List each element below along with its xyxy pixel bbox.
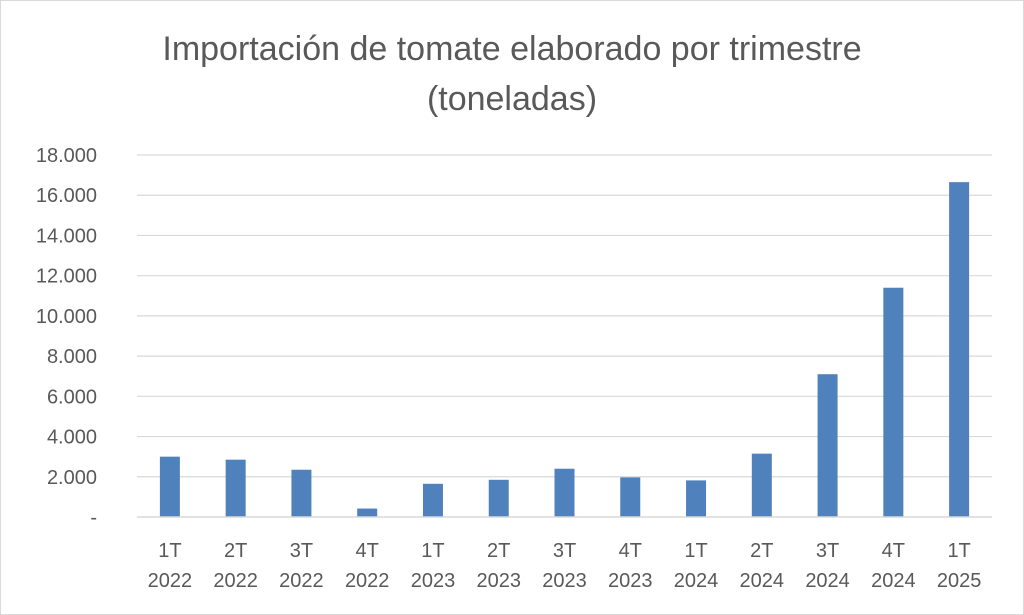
bars: [159, 182, 970, 517]
x-tick-label-quarter: 1T: [947, 540, 970, 562]
y-tick-label: 14.000: [36, 225, 97, 247]
bar: [225, 459, 246, 517]
x-tick-label-year: 2022: [279, 570, 324, 592]
x-tick-label-year: 2024: [740, 570, 785, 592]
x-tick-label-quarter: 2T: [750, 540, 773, 562]
y-tick-label: 6.000: [47, 386, 97, 408]
chart-title-line-2: (toneladas): [426, 80, 598, 118]
x-tick-label-quarter: 1T: [684, 540, 707, 562]
bar: [620, 477, 641, 517]
chart-title-line-1: Importación de tomate elaborado por trim…: [162, 30, 862, 68]
bar: [554, 468, 575, 517]
bar: [949, 182, 970, 517]
x-tick-label-year: 2025: [937, 570, 982, 592]
x-tick-label-year: 2023: [411, 570, 456, 592]
y-tick-label: 8.000: [47, 346, 97, 368]
bar: [159, 456, 180, 517]
x-tick-label-quarter: 2T: [224, 540, 247, 562]
x-tick-label-quarter: 3T: [553, 540, 576, 562]
y-tick-label: 2.000: [47, 467, 97, 489]
chart-title: Importación de tomate elaborado por trim…: [0, 24, 1024, 124]
y-tick-label: 18.000: [36, 145, 97, 167]
bar: [357, 508, 378, 517]
x-tick-label-year: 2024: [871, 570, 916, 592]
bar: [751, 453, 772, 517]
y-tick-label: -: [90, 507, 97, 529]
x-tick-label-quarter: 4T: [619, 540, 642, 562]
x-tick-label-quarter: 1T: [158, 540, 181, 562]
bar: [883, 287, 904, 517]
x-tick-label-quarter: 4T: [356, 540, 379, 562]
bar: [488, 479, 509, 517]
y-tick-label: 10.000: [36, 306, 97, 328]
bar: [291, 469, 312, 517]
bar: [817, 374, 838, 517]
x-tick-label-year: 2022: [148, 570, 193, 592]
x-tick-label-year: 2024: [674, 570, 719, 592]
x-tick-label-year: 2022: [345, 570, 390, 592]
x-tick-label-quarter: 3T: [290, 540, 313, 562]
bar: [686, 480, 707, 517]
y-tick-label: 12.000: [36, 266, 97, 288]
gridlines: [137, 154, 992, 478]
y-tick-label: 16.000: [36, 185, 97, 207]
bar: [422, 483, 443, 517]
x-tick-label-year: 2023: [476, 570, 521, 592]
x-tick-label-year: 2023: [542, 570, 587, 592]
x-tick-label-quarter: 2T: [487, 540, 510, 562]
y-axis: - 2.000 4.000 6.000 8.000 10.000 12.000 14.000 1…: [36, 145, 97, 529]
x-tick-label-quarter: 4T: [882, 540, 905, 562]
x-tick-label-year: 2022: [213, 570, 258, 592]
x-tick-label-quarter: 1T: [421, 540, 444, 562]
x-tick-label-year: 2024: [805, 570, 850, 592]
y-tick-label: 4.000: [47, 427, 97, 449]
x-tick-label-quarter: 3T: [816, 540, 839, 562]
x-tick-label-year: 2023: [608, 570, 653, 592]
x-axis: 1T 2022 2T 2022 3T 2022 4T 2022 1T 2023 2T 2023 3T 20…: [137, 516, 992, 592]
